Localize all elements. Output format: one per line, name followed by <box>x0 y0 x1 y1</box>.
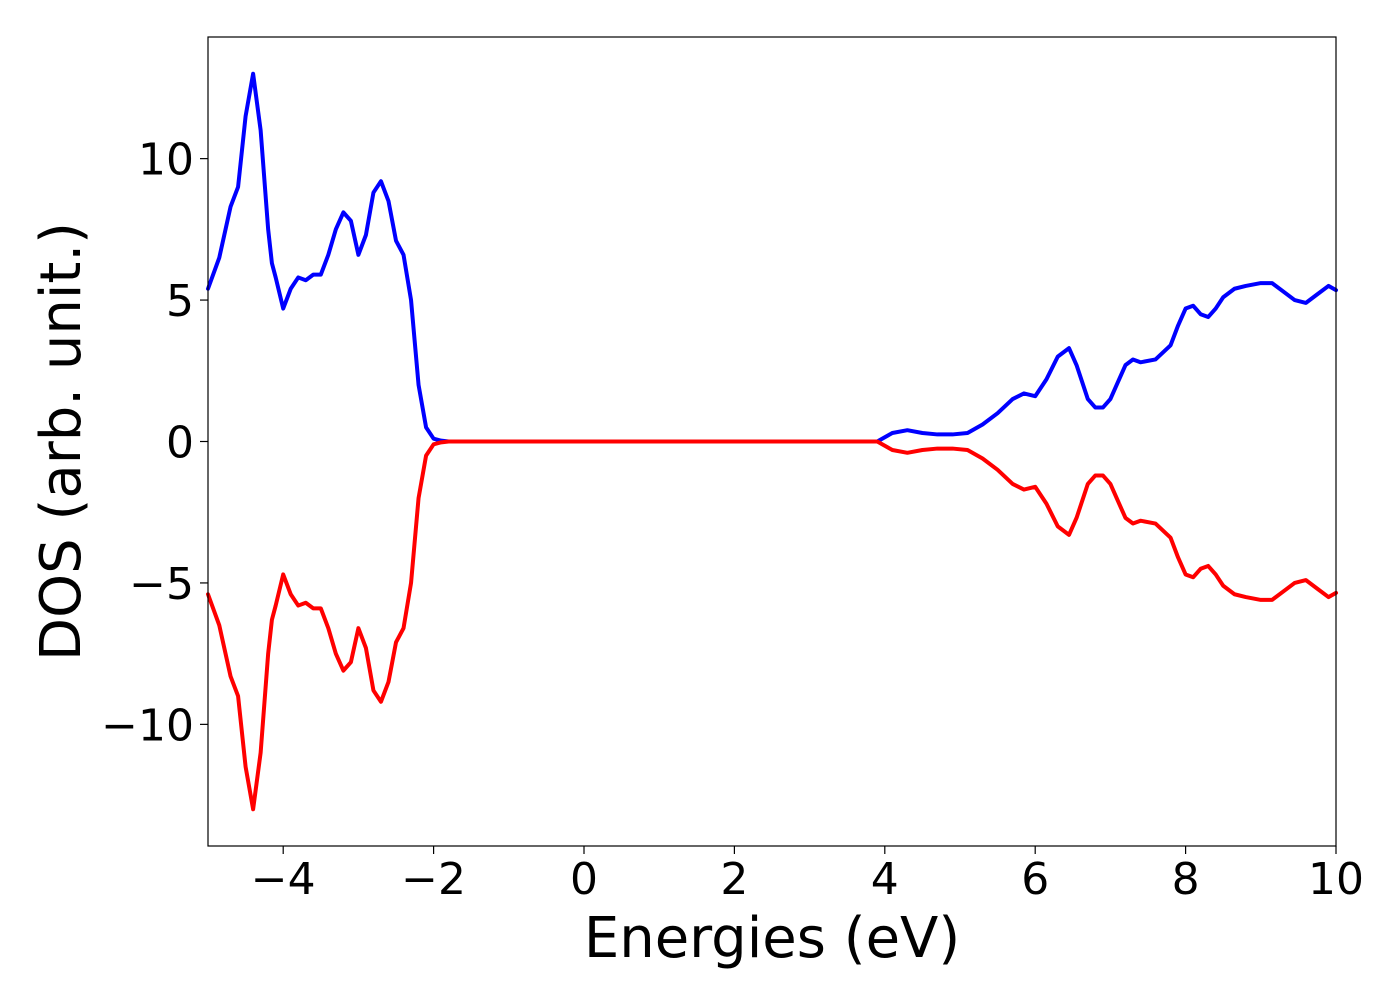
x-tick-label: 8 <box>1172 854 1200 905</box>
x-tick-label: −2 <box>401 854 466 905</box>
x-tick-label: −4 <box>251 854 316 905</box>
x-tick-label: 10 <box>1308 854 1364 905</box>
x-ticks: −4 −2 0 2 4 6 8 10 <box>251 846 1364 905</box>
x-tick-label: 0 <box>570 854 598 905</box>
y-tick-label: −10 <box>101 700 194 751</box>
series-line-1 <box>206 439 1338 812</box>
y-ticks: −10 −5 0 5 10 <box>101 135 208 751</box>
series-line-0 <box>206 71 1338 444</box>
y-tick-label: −5 <box>129 559 194 610</box>
y-tick-label: 0 <box>166 418 194 469</box>
x-axis-label: Energies (eV) <box>584 906 960 971</box>
y-tick-label: 10 <box>138 135 194 186</box>
x-tick-label: 2 <box>720 854 748 905</box>
y-axis-label: DOS (arb. unit.) <box>29 222 94 661</box>
series-layer <box>206 71 1338 812</box>
x-tick-label: 4 <box>871 854 899 905</box>
x-tick-label: 6 <box>1021 854 1049 905</box>
y-tick-label: 5 <box>166 276 194 327</box>
